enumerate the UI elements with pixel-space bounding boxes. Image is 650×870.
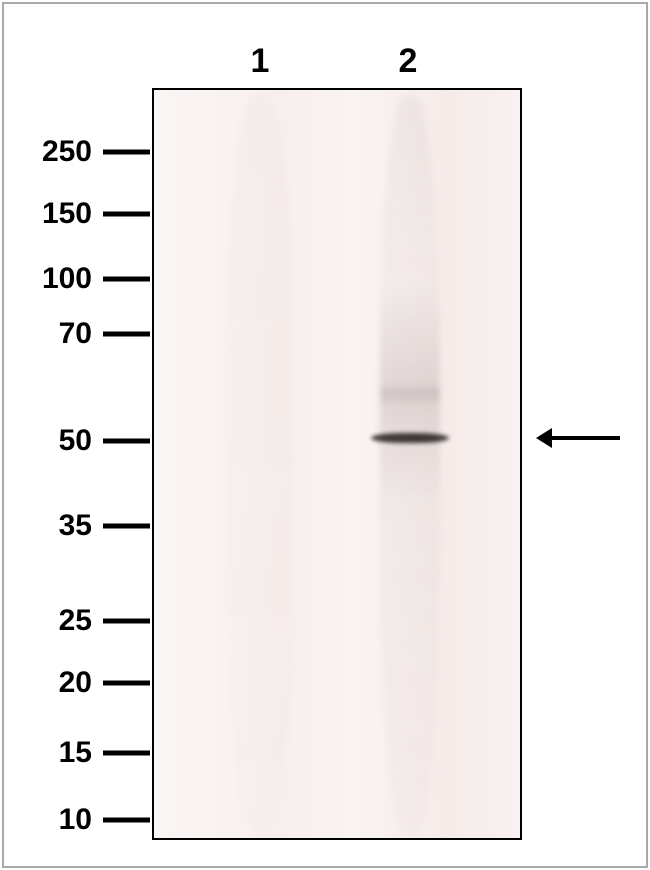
mw-tick-15 xyxy=(103,751,150,756)
mw-tick-50 xyxy=(103,439,150,444)
target-band-arrow xyxy=(536,426,620,450)
mw-tick-25 xyxy=(103,619,150,624)
protein-band-lane2 xyxy=(371,433,449,443)
mw-tick-20 xyxy=(103,681,150,686)
mw-tick-100 xyxy=(103,277,150,282)
lane-smear-1 xyxy=(225,96,295,836)
mw-label-20: 20 xyxy=(59,666,92,700)
mw-label-50: 50 xyxy=(59,424,92,458)
figure-container: 1 2 250 150 100 70 50 35 25 20 15 10 xyxy=(0,0,650,870)
mw-label-15: 15 xyxy=(59,736,92,770)
lane-label-2: 2 xyxy=(399,42,418,81)
mw-tick-70 xyxy=(103,332,150,337)
mw-label-35: 35 xyxy=(59,509,92,543)
mw-label-70: 70 xyxy=(59,317,92,351)
membrane-background xyxy=(154,90,520,838)
mw-label-150: 150 xyxy=(42,197,92,231)
mw-label-10: 10 xyxy=(59,803,92,837)
mw-label-25: 25 xyxy=(59,604,92,638)
lane-smear-2 xyxy=(380,96,440,836)
mw-tick-150 xyxy=(103,212,150,217)
mw-tick-10 xyxy=(103,818,150,823)
mw-label-100: 100 xyxy=(42,262,92,296)
mw-tick-250 xyxy=(103,150,150,155)
blot-membrane xyxy=(152,88,522,840)
arrow-shaft xyxy=(550,436,620,440)
lane-label-1: 1 xyxy=(251,42,270,81)
mw-label-250: 250 xyxy=(42,135,92,169)
mw-tick-35 xyxy=(103,524,150,529)
